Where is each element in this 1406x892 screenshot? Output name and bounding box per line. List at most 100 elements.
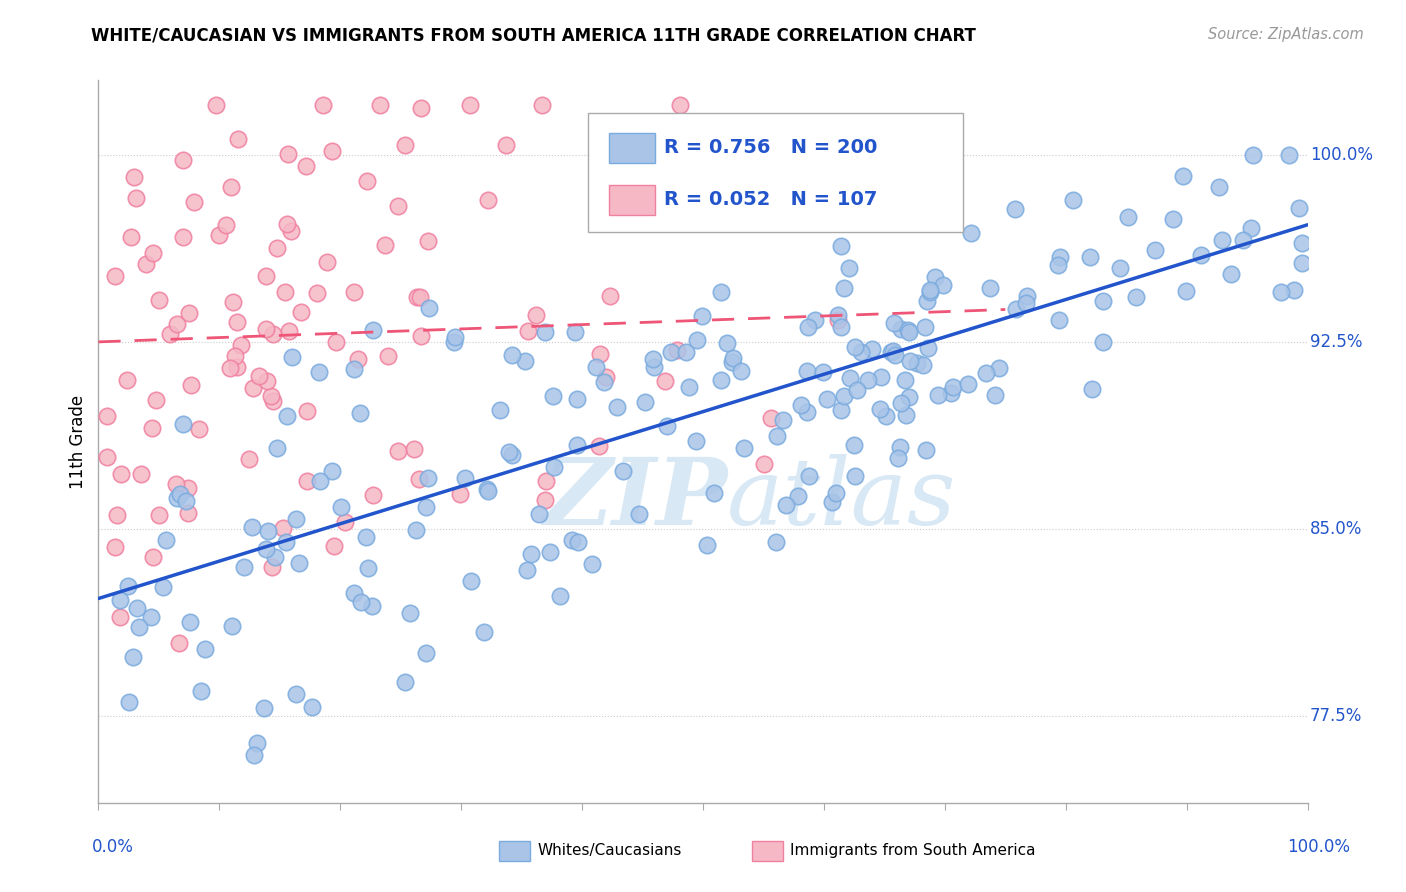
Point [273, 285, 295, 299]
Point [260, 560, 283, 574]
Point [152, 580, 174, 594]
Point [128, 620, 150, 634]
Point [752, 458, 775, 472]
Point [565, 438, 588, 452]
Point [516, 325, 538, 339]
Point [474, 625, 496, 640]
Point [678, 380, 700, 394]
Point [887, 450, 910, 465]
Point [599, 288, 621, 302]
Point [984, 388, 1007, 402]
Point [856, 373, 879, 387]
Point [321, 145, 343, 159]
Text: 77.5%: 77.5% [1310, 706, 1362, 724]
Point [1081, 382, 1104, 396]
Point [924, 269, 946, 284]
Point [1004, 202, 1026, 216]
Point [260, 389, 283, 403]
Point [897, 323, 920, 337]
Point [894, 409, 917, 423]
Point [295, 159, 318, 173]
Point [308, 365, 330, 379]
Point [179, 615, 201, 629]
Point [870, 369, 893, 384]
Point [796, 405, 818, 419]
Point [394, 675, 416, 690]
Point [696, 538, 718, 552]
Point [290, 304, 312, 318]
Bar [752, 841, 783, 861]
Point [1005, 302, 1028, 317]
Point [166, 317, 188, 331]
Point [105, 508, 128, 522]
Point [932, 278, 955, 293]
Point [325, 334, 347, 349]
Point [273, 521, 295, 535]
Point [321, 464, 343, 478]
Point [917, 342, 939, 356]
Point [377, 349, 399, 363]
Point [827, 313, 849, 327]
Point [827, 308, 849, 322]
Point [238, 452, 260, 467]
Point [666, 343, 689, 357]
Point [883, 316, 905, 330]
Text: R = 0.756   N = 200: R = 0.756 N = 200 [664, 138, 877, 157]
Point [898, 391, 921, 405]
Point [135, 257, 157, 271]
Point [288, 556, 311, 570]
Point [387, 444, 409, 458]
Point [458, 98, 481, 112]
Point [177, 506, 200, 520]
Point [177, 482, 200, 496]
Point [190, 683, 212, 698]
Point [797, 468, 820, 483]
Point [222, 295, 245, 310]
Point [394, 138, 416, 153]
Point [987, 360, 1010, 375]
Point [1241, 148, 1264, 162]
Point [297, 475, 319, 489]
Point [959, 227, 981, 241]
Point [1046, 258, 1069, 272]
Point [1091, 335, 1114, 350]
Point [443, 330, 465, 344]
Point [475, 482, 498, 496]
Point [1208, 179, 1230, 194]
Point [565, 392, 588, 406]
Point [415, 500, 437, 514]
Point [849, 344, 872, 359]
Point [148, 293, 170, 307]
Point [830, 402, 852, 417]
Point [1220, 267, 1243, 281]
Point [772, 413, 794, 427]
Point [141, 421, 163, 435]
Point [889, 440, 911, 454]
Point [880, 345, 903, 359]
Point [307, 286, 329, 301]
Point [657, 192, 679, 206]
Text: 85.0%: 85.0% [1310, 520, 1362, 538]
Point [409, 290, 432, 304]
Point [685, 434, 707, 449]
Point [254, 542, 277, 557]
Point [1144, 244, 1167, 258]
Point [790, 398, 813, 412]
Point [581, 557, 603, 571]
Point [675, 345, 697, 359]
Point [110, 610, 132, 624]
Point [564, 325, 586, 339]
Point [832, 280, 855, 294]
Point [1189, 248, 1212, 262]
Point [194, 642, 217, 657]
Point [254, 322, 277, 336]
Point [329, 500, 352, 515]
Point [169, 636, 191, 650]
Point [110, 467, 132, 481]
Point [315, 255, 337, 269]
Point [148, 508, 170, 522]
Point [284, 511, 307, 525]
Point [357, 560, 380, 574]
Point [247, 369, 270, 384]
Point [534, 325, 557, 339]
